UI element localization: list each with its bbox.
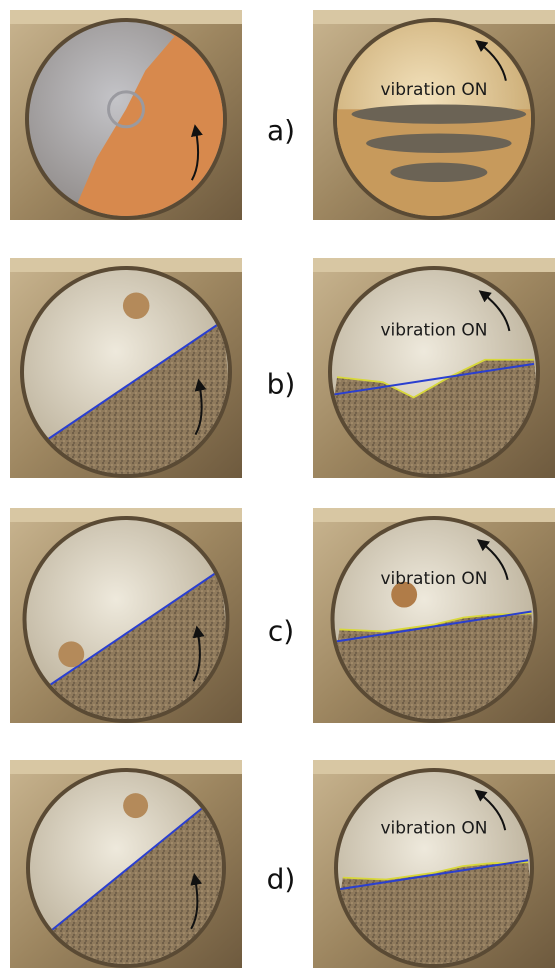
figure: vibration ON a) vibration ON b) vibration ON… [0,0,555,970]
panel-label: c) [268,615,294,648]
photo-static [10,508,242,729]
tracer [123,793,148,818]
photo-vibration: vibration ON [313,760,555,970]
photo-vibration: vibration ON [313,258,555,484]
photo-static [10,258,242,484]
photo-vibration: vibration ON [313,10,555,226]
photo-vibration: vibration ON [313,508,555,729]
dark-band [352,104,527,123]
panel-label: a) [267,114,295,147]
overlay-text: vibration ON [380,819,487,839]
photo-static [10,760,242,970]
photo-static [10,10,242,226]
dark-band [390,163,487,182]
dark-band [366,134,512,153]
overlay-text: vibration ON [380,80,487,100]
overlay-text: vibration ON [380,321,487,341]
overlay-text: vibration ON [380,569,487,589]
panel-label: d) [267,863,296,896]
tracer [123,292,150,319]
tracer [58,641,84,667]
panel-label: b) [267,368,296,401]
